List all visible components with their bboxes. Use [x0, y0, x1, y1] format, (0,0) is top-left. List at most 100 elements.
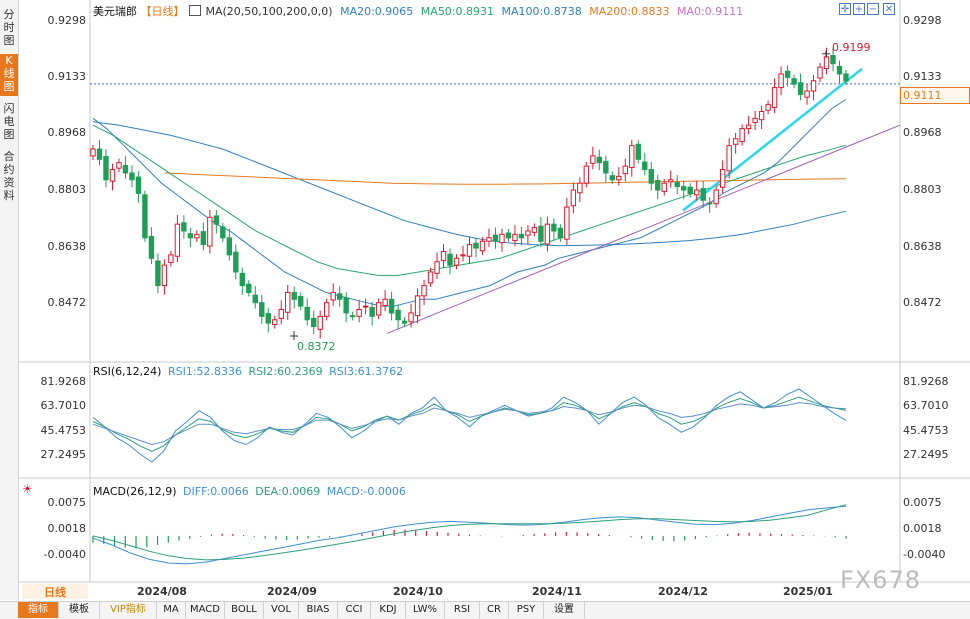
- toolbar-indicators[interactable]: 指标: [18, 602, 59, 618]
- macd-header: MACD(26,12,9) DIFF:0.0066 DEA:0.0069 MAC…: [93, 485, 406, 498]
- ma100-line: [92, 121, 847, 247]
- price-axis-right-2: 0.8968: [903, 126, 942, 139]
- candle-body: [135, 176, 142, 194]
- candle-body: [382, 298, 388, 306]
- candle-body: [700, 188, 706, 201]
- toolbar-lw[interactable]: LW%: [406, 602, 445, 618]
- candle-body: [512, 233, 518, 242]
- candle-body: [810, 80, 817, 92]
- candle-body: [129, 172, 135, 181]
- candle-body: [336, 293, 343, 300]
- macd-value: MACD:-0.0006: [326, 485, 406, 498]
- candle-body: [648, 169, 654, 184]
- toolbar-bias[interactable]: BIAS: [299, 602, 338, 618]
- candle-body: [843, 73, 849, 82]
- high-price-label: 0.9199: [832, 41, 871, 54]
- candle-body: [687, 186, 693, 194]
- macd-settings-icon[interactable]: ☀: [22, 482, 33, 496]
- ma-settings-icon[interactable]: [189, 5, 201, 16]
- candle-body: [668, 179, 674, 183]
- rsi-axis-left-2: 45.4753: [40, 424, 87, 437]
- macd-axis-left-2: -0.0040: [43, 548, 86, 561]
- candle-body: [609, 175, 616, 181]
- toolbar-boll[interactable]: BOLL: [225, 602, 264, 618]
- toolbar-rsi[interactable]: RSI: [445, 602, 480, 618]
- sidebar-tab-timeshare[interactable]: 分时图: [3, 8, 15, 47]
- zoom-out-icon[interactable]: −: [867, 3, 879, 15]
- candle-body: [252, 294, 258, 304]
- candle-body: [681, 186, 687, 191]
- close-icon[interactable]: ✕: [883, 3, 895, 15]
- candle-body: [291, 291, 297, 300]
- rsi-axis-left-3: 27.2495: [40, 448, 87, 461]
- candle-body: [622, 165, 628, 175]
- candle-body: [492, 234, 499, 242]
- ma0-value: MA0:0.9111: [676, 5, 744, 18]
- candle-body: [544, 223, 551, 245]
- candle-body: [538, 225, 544, 242]
- sidebar-tab-flash[interactable]: 闪电图: [3, 102, 15, 141]
- toolbar-cr[interactable]: CR: [480, 602, 509, 618]
- candle-body: [272, 319, 278, 326]
- price-axis-right-5: 0.8472: [903, 296, 942, 309]
- candle-body: [349, 315, 356, 318]
- candle-body: [693, 189, 700, 196]
- candle-body: [239, 272, 246, 287]
- macd-axis-right-1: 0.0018: [903, 522, 942, 535]
- toolbar-kdj[interactable]: KDJ: [371, 602, 406, 618]
- zoom-in-icon[interactable]: +: [853, 3, 865, 15]
- candle-body: [259, 302, 265, 317]
- candle-body: [181, 222, 187, 232]
- toolbar-psy[interactable]: PSY: [509, 602, 544, 618]
- rsi-axis-right-3: 27.2495: [903, 448, 949, 461]
- x-date-2: 2024/10: [393, 585, 443, 598]
- crosshair-icon[interactable]: ✛: [839, 3, 851, 15]
- candle-body: [226, 237, 233, 256]
- indicator-toolbar: [0, 601, 970, 619]
- x-date-1: 2024/09: [267, 585, 317, 598]
- candle-body: [603, 160, 609, 174]
- sidebar-tab-contract-info[interactable]: 合约资料: [3, 150, 15, 202]
- price-axis-right-4: 0.8638: [903, 240, 942, 253]
- period-button[interactable]: 日线: [22, 584, 88, 599]
- candle-body: [142, 194, 148, 239]
- candle-body: [473, 242, 479, 249]
- candle-body: [414, 295, 421, 317]
- candle-body: [531, 227, 538, 233]
- candle-body: [525, 230, 531, 236]
- toolbar-vol[interactable]: VOL: [264, 602, 299, 618]
- candle-body: [745, 124, 752, 130]
- rsi-line-3: [92, 402, 847, 446]
- candle-body: [499, 233, 505, 244]
- candle-body: [200, 231, 207, 246]
- price-axis-right-3: 0.8803: [903, 183, 942, 196]
- candle-body: [771, 87, 778, 108]
- sidebar-tab-kline[interactable]: K线图: [0, 54, 18, 96]
- period-label[interactable]: 【日线】: [140, 5, 185, 18]
- toolbar-templates[interactable]: 模板: [59, 602, 100, 618]
- candle-body: [797, 82, 804, 95]
- toolbar-ma[interactable]: MA: [157, 602, 186, 618]
- price-axis-right-0: 0.9298: [903, 14, 942, 27]
- watermark: FX678: [840, 566, 922, 594]
- macd-axis-left-0: 0.0075: [47, 496, 87, 509]
- candle-body: [388, 298, 395, 314]
- candle-body: [635, 143, 641, 160]
- x-date-4: 2024/12: [658, 585, 708, 598]
- candle-body: [466, 244, 473, 257]
- price-axis-left-4: 0.8638: [47, 240, 87, 253]
- rsi-axis-right-2: 45.4753: [903, 424, 949, 437]
- candle-body: [90, 148, 96, 157]
- macd-axis-right-0: 0.0075: [903, 496, 942, 509]
- candle-body: [674, 182, 680, 188]
- toolbar-settings[interactable]: 设置: [544, 602, 585, 618]
- ma200-value: MA200:0.8833: [589, 5, 670, 18]
- toolbar-macd[interactable]: MACD: [186, 602, 225, 618]
- candle-body: [395, 309, 401, 321]
- macd-axis-right-2: -0.0040: [903, 548, 946, 561]
- candle-body: [752, 117, 758, 123]
- toolbar-cci[interactable]: CCI: [338, 602, 371, 618]
- toolbar-vip-indicators[interactable]: VIP指标: [100, 602, 157, 618]
- price-axis-left-1: 0.9133: [47, 70, 87, 83]
- candle-body: [479, 240, 486, 252]
